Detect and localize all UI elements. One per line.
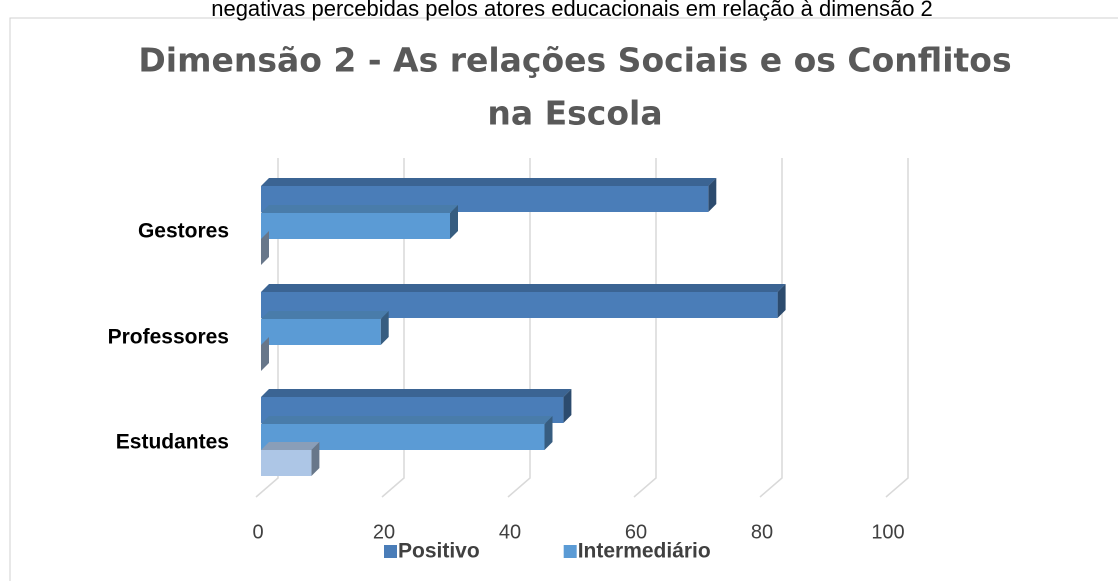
x-tick-label: 60 bbox=[625, 521, 647, 543]
bar-side bbox=[563, 389, 572, 423]
bar-top bbox=[261, 205, 458, 213]
bar-top bbox=[261, 311, 389, 319]
grid-line bbox=[633, 158, 657, 498]
bar-side bbox=[380, 311, 389, 345]
bar-side bbox=[544, 416, 553, 450]
bar bbox=[261, 213, 450, 239]
x-tick-label: 20 bbox=[373, 521, 395, 543]
legend-swatch bbox=[384, 545, 397, 558]
bar-side bbox=[311, 442, 320, 476]
grid-line bbox=[885, 158, 909, 498]
grid-line bbox=[759, 158, 783, 498]
bar-side bbox=[708, 178, 717, 212]
grid-line bbox=[507, 158, 531, 498]
caption: negativas percebidas pelos atores educac… bbox=[211, 0, 933, 21]
bar-side bbox=[261, 231, 269, 265]
legend-swatch bbox=[563, 545, 577, 558]
bar-side bbox=[450, 205, 458, 239]
bar bbox=[261, 319, 381, 345]
y-tick-label: Gestores bbox=[138, 220, 229, 243]
bar-top bbox=[261, 178, 717, 186]
x-tick-label: 40 bbox=[499, 521, 521, 543]
bar-top bbox=[261, 442, 320, 450]
x-tick-label: 100 bbox=[871, 521, 904, 543]
x-tick-label: 0 bbox=[252, 521, 263, 543]
y-tick-label: Estudantes bbox=[116, 431, 229, 454]
bar-side bbox=[777, 284, 786, 318]
chart-title: Dimensão 2 - As relações Sociais e os Co… bbox=[138, 41, 1011, 80]
chart-title: na Escola bbox=[487, 94, 662, 133]
legend-label: Intermediário bbox=[578, 540, 711, 563]
legend-label: Positivo bbox=[398, 540, 480, 563]
y-tick-label: Professores bbox=[108, 326, 229, 349]
bar-top bbox=[261, 416, 553, 424]
x-tick-label: 80 bbox=[751, 521, 773, 543]
bar bbox=[261, 450, 312, 476]
bar-top bbox=[261, 389, 572, 397]
grid-line bbox=[381, 158, 405, 498]
bar-side bbox=[261, 337, 269, 371]
bar-top bbox=[261, 284, 786, 292]
grid-line bbox=[255, 158, 279, 498]
